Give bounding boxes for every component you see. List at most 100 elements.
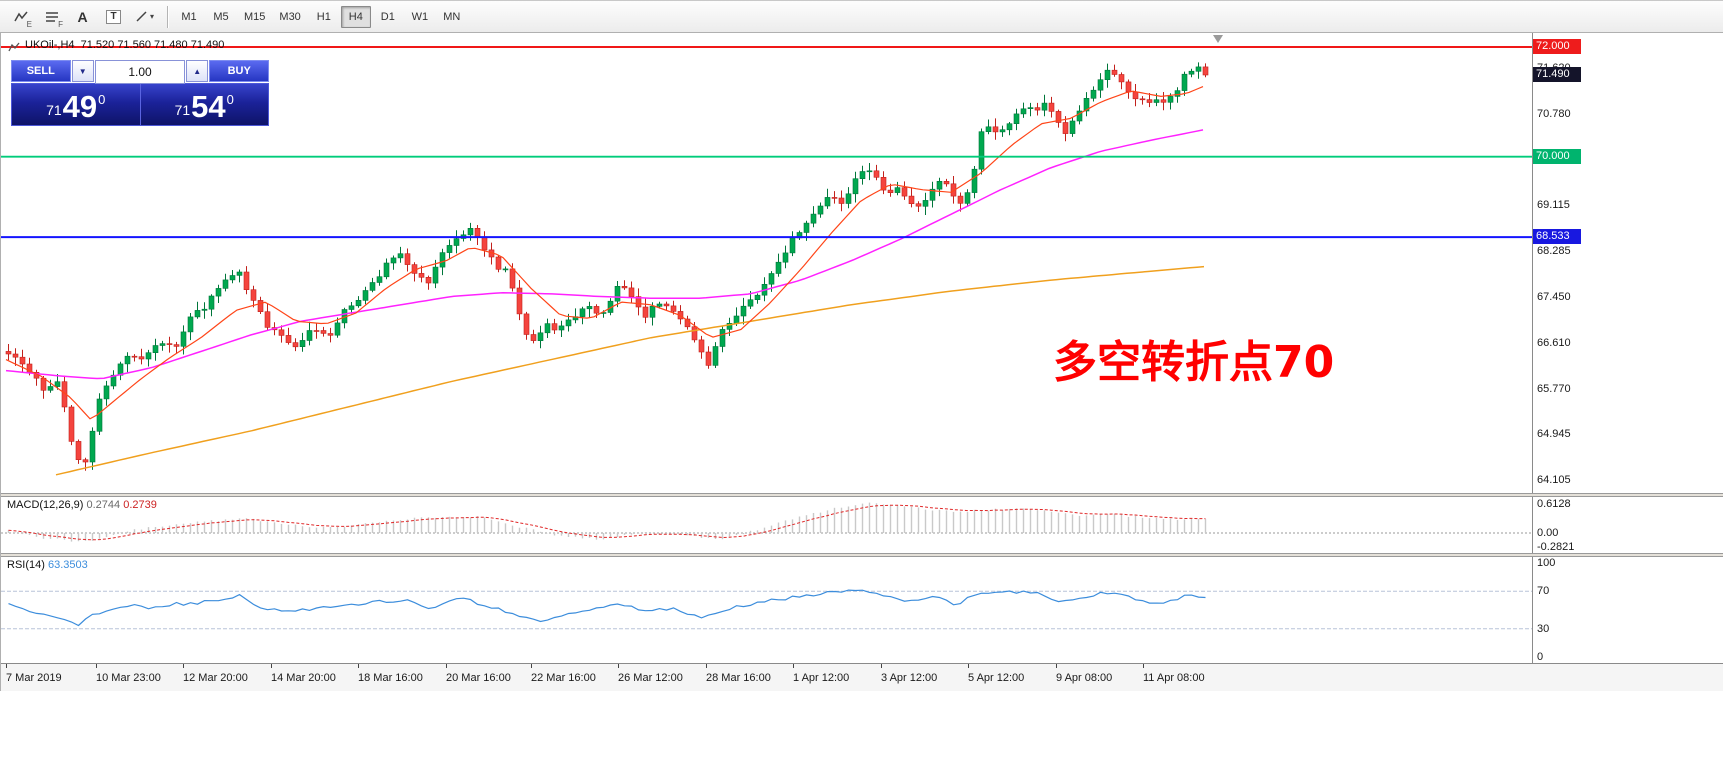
time-axis-tick: [618, 664, 619, 668]
trade-panel-controls-row: SELL ▼ ▲ BUY: [11, 60, 269, 84]
time-axis-label: 9 Apr 08:00: [1056, 672, 1113, 684]
price-scale-label: 67.450: [1537, 291, 1571, 303]
toolbar: E F A T ▾ M1 M5 M15 M30 H1 H4 D1 W1 MN: [0, 0, 1723, 33]
chart-mode-e-icon[interactable]: E: [6, 4, 35, 30]
time-axis-label: 7 Mar 2019: [6, 672, 62, 684]
timeframe-button-M1[interactable]: M1: [181, 10, 197, 23]
time-axis-tick: [706, 664, 707, 668]
price-line-badge-71.490: 71.490: [1533, 67, 1581, 82]
toolbar-tools-group: E F A T ▾: [6, 4, 159, 30]
tool-sub-label: F: [58, 19, 63, 29]
sell-price-display[interactable]: 71 49 0: [12, 84, 140, 125]
price-scale-label: 68.285: [1537, 245, 1571, 257]
time-axis-tick: [446, 664, 447, 668]
time-axis-tick: [531, 664, 532, 668]
timeframe-button-M30[interactable]: M30: [279, 10, 301, 23]
time-axis-label: 1 Apr 12:00: [793, 672, 850, 684]
chart-mode-f-icon[interactable]: F: [37, 4, 66, 30]
timeframe-button-H1[interactable]: H1: [316, 10, 331, 23]
buy-price-main: 54: [191, 88, 226, 124]
one-click-trading-panel: SELL ▼ ▲ BUY 71 49 0 71 54: [11, 60, 269, 126]
sell-price-prefix: 71: [46, 102, 62, 118]
tool-sub-label: E: [26, 19, 32, 29]
font-tool-icon[interactable]: A: [68, 4, 97, 30]
rsi-chart-area: [1, 557, 1532, 663]
time-axis-label: 26 Mar 12:00: [618, 672, 683, 684]
macd-name: MACD(12,26,9): [7, 499, 84, 511]
rsi-scale-label: 30: [1537, 623, 1550, 635]
rsi-indicator-panel[interactable]: RSI(14) 63.3503: [1, 557, 1532, 663]
rsi-scale-label: 0: [1537, 651, 1544, 663]
price-line-badge-72.000: 72.000: [1533, 39, 1581, 54]
rsi-canvas: [1, 589, 1532, 630]
time-axis-tick: [793, 664, 794, 668]
time-axis-label: 18 Mar 16:00: [358, 672, 423, 684]
macd-canvas: [1, 502, 1532, 542]
price-scale-label: 70.780: [1537, 108, 1571, 120]
macd-indicator-panel[interactable]: MACD(12,26,9) 0.2744 0.2739: [1, 497, 1532, 553]
time-axis-tick: [358, 664, 359, 668]
panel-separator[interactable]: [1, 553, 1723, 557]
time-axis-label: 12 Mar 20:00: [183, 672, 248, 684]
buy-price-prefix: 71: [174, 102, 191, 118]
buy-price-display[interactable]: 71 54 0: [139, 84, 269, 125]
time-axis[interactable]: 7 Mar 2019 10 Mar 23:00 12 Mar 20:00 14 Mar…: [1, 663, 1723, 691]
candlestick-canvas[interactable]: [1, 33, 1532, 493]
candlestick-chart-area[interactable]: [1, 33, 1532, 493]
timeframe-button-D1[interactable]: D1: [380, 10, 395, 23]
time-axis-tick: [96, 664, 97, 668]
chart-window: UKOil-,H4 71.520 71.560 71.480 71.490 多空…: [0, 33, 1723, 691]
time-axis-tick: [1056, 664, 1057, 668]
rows-glyph: [45, 11, 58, 22]
time-axis-label: 10 Mar 23:00: [96, 672, 161, 684]
macd-scale-label: -0.2821: [1537, 541, 1575, 553]
macd-histogram: [7, 502, 1207, 542]
tool-glyph: T: [106, 9, 121, 24]
chart-shift-marker-icon[interactable]: [1213, 35, 1223, 43]
macd-scale-label: 0.6128: [1537, 498, 1571, 510]
time-axis-tick: [881, 664, 882, 668]
panel-separator[interactable]: [1, 493, 1723, 497]
price-scale-label: 65.770: [1537, 383, 1571, 395]
rsi-value: 63.3503: [47, 559, 88, 571]
time-axis-label: 3 Apr 12:00: [881, 672, 938, 684]
timeframe-button-H4[interactable]: H4: [340, 5, 371, 28]
rsi-label: RSI(14) 63.3503: [7, 559, 88, 571]
buy-button[interactable]: BUY: [209, 60, 269, 82]
timeframe-button-group: M1 M5 M15 M30 H1 H4 D1 W1 MN: [174, 5, 467, 28]
time-axis-tick: [271, 664, 272, 668]
price-scale-label: 66.610: [1537, 337, 1571, 349]
price-line-badge-70.000: 70.000: [1533, 149, 1581, 164]
main-chart-panel[interactable]: UKOil-,H4 71.520 71.560 71.480 71.490 多空…: [1, 33, 1532, 493]
toolbar-separator: [167, 5, 168, 28]
time-axis-label: 20 Mar 16:00: [446, 672, 511, 684]
macd-chart-area: [1, 497, 1532, 553]
timeframe-button-M15[interactable]: M15: [244, 10, 266, 23]
line-draw-dropdown-icon[interactable]: ▾: [130, 4, 159, 30]
time-axis-tick: [6, 664, 7, 668]
timeframe-button-W1[interactable]: W1: [411, 10, 429, 23]
sell-button[interactable]: SELL: [11, 60, 71, 82]
price-scale-label: 64.945: [1537, 428, 1571, 440]
price-line-badge-68.533: 68.533: [1533, 229, 1581, 244]
text-label-tool-icon[interactable]: T: [99, 4, 128, 30]
macd-scale-label: 0.00: [1537, 527, 1559, 539]
time-axis-label: 5 Apr 12:00: [968, 672, 1025, 684]
volume-decrease-button[interactable]: ▼: [71, 60, 94, 82]
volume-increase-button[interactable]: ▲: [186, 60, 209, 82]
buy-price-sup: 0: [226, 92, 234, 107]
volume-input[interactable]: [95, 60, 185, 84]
ma-mid-line: [5, 129, 1204, 380]
ma-slow-line: [55, 265, 1205, 476]
caret-down-icon: ▾: [149, 12, 154, 21]
sell-price-sup: 0: [98, 92, 106, 107]
timeframe-button-M5[interactable]: M5: [213, 10, 229, 23]
macd-signal-line: [8, 504, 1206, 541]
time-axis-tick: [968, 664, 969, 668]
time-axis-tick: [183, 664, 184, 668]
time-axis-label: 14 Mar 20:00: [271, 672, 336, 684]
timeframe-button-MN[interactable]: MN: [443, 10, 461, 23]
price-scale[interactable]: 71.62070.78069.11568.28567.45066.61065.7…: [1533, 33, 1723, 663]
price-scale-label: 64.105: [1537, 474, 1571, 486]
